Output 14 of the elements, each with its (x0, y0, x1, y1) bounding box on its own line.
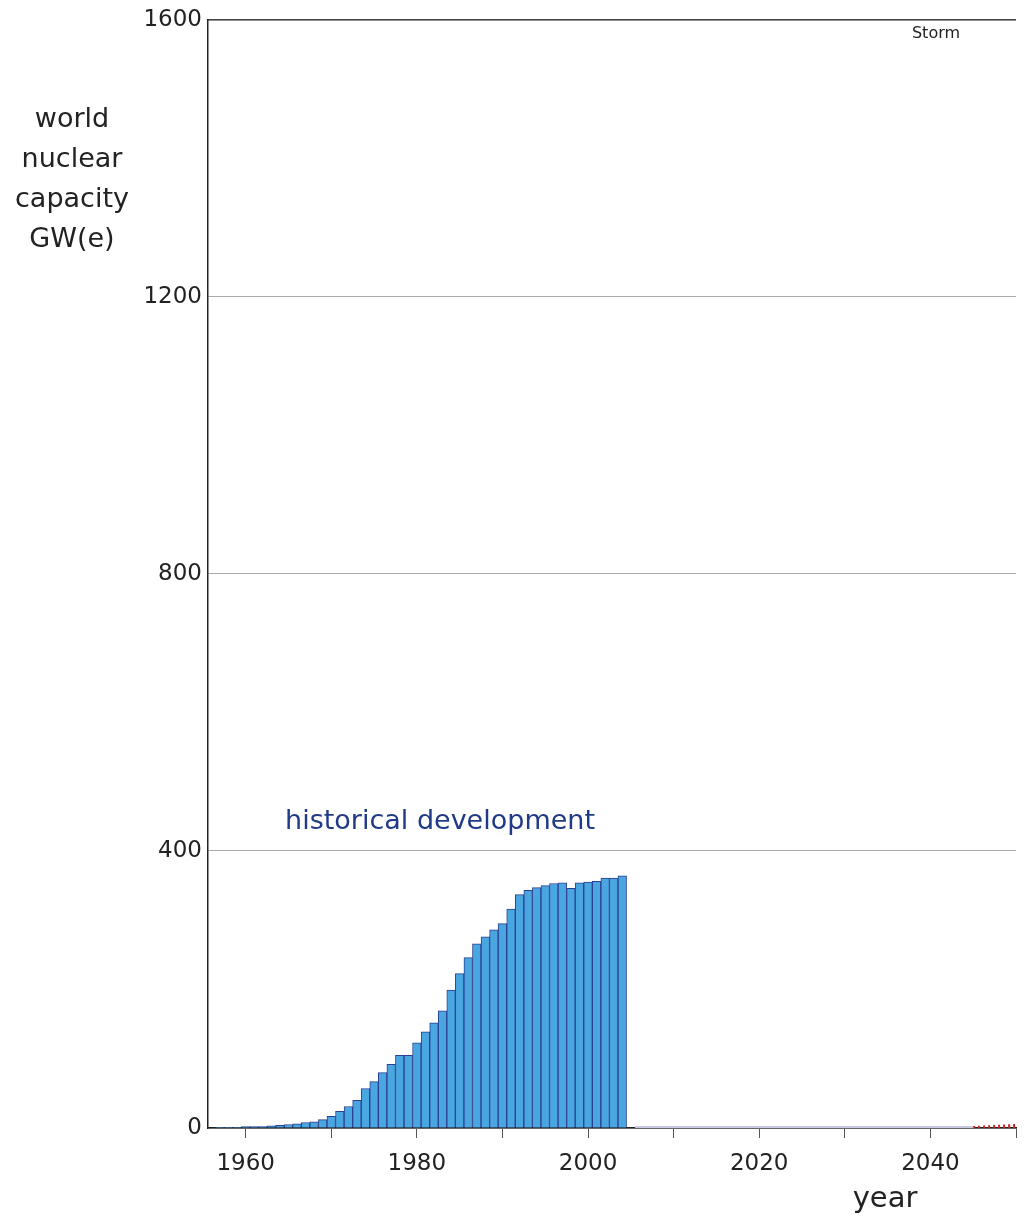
y-tick-label: 1600 (143, 4, 202, 31)
y-tick-label: 0 (187, 1112, 202, 1139)
x-tick-label: 2040 (901, 1148, 960, 1175)
annotation: historical development (285, 804, 595, 836)
y-tick-label: 800 (158, 558, 202, 585)
x-tick-label: 1960 (216, 1148, 275, 1175)
annotation: Storm (911, 22, 961, 42)
x-tick-label: 1980 (387, 1148, 447, 1175)
y-tick-label: 1200 (143, 281, 202, 308)
x-axis-title: year (851, 1180, 919, 1214)
x-tick-label: 2000 (558, 1148, 618, 1175)
y-axis-title: world nuclear capacity GW(e) (14, 101, 130, 255)
y-tick-label: 400 (158, 835, 202, 862)
x-tick-label: 2020 (729, 1148, 789, 1175)
